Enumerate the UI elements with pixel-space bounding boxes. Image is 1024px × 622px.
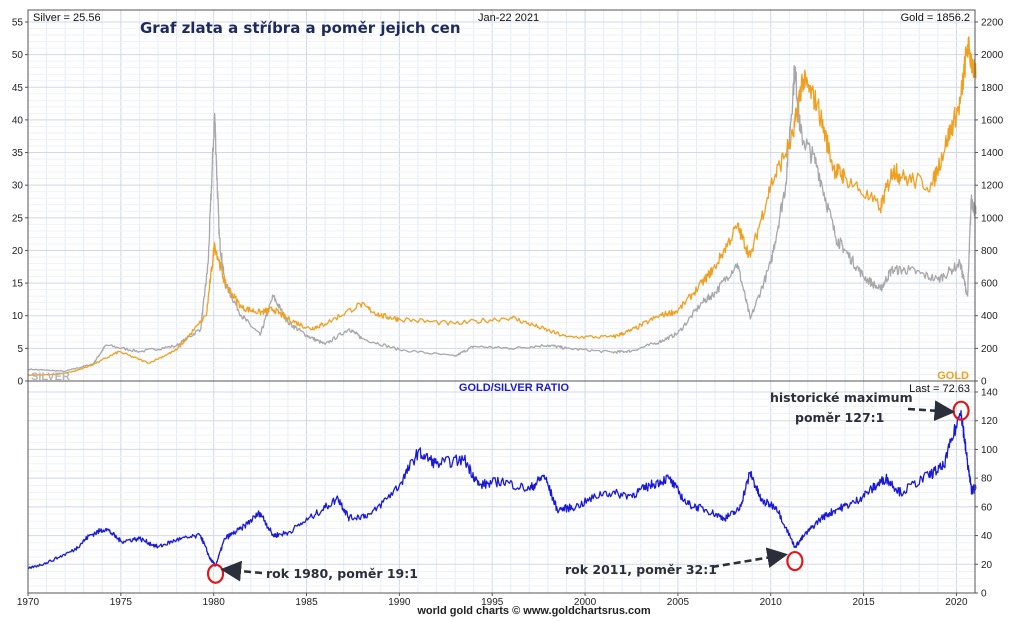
silver-axis-ticks: 0 5 10 15 20 25 30 35 40 45 50 55 — [12, 18, 28, 388]
silver-tick-label: 5 — [17, 344, 23, 355]
year-tick-label: 2015 — [852, 597, 875, 608]
gold-tick-label: 800 — [981, 246, 998, 257]
gold-tick-label: 2000 — [981, 50, 1004, 61]
silver-tick-label: 15 — [12, 279, 24, 290]
ratio-panel-grid — [27, 381, 976, 594]
gold-tick-label: 1800 — [981, 83, 1004, 94]
annotation-1980: rok 1980, poměr 19:1 — [266, 566, 418, 581]
gold-tick-label: 400 — [981, 311, 998, 322]
annotation-historic-max-line1: historické maximum — [770, 390, 913, 405]
ratio-tick-label: 80 — [981, 474, 993, 485]
ratio-1980-arrow — [220, 560, 263, 582]
gold-tick-label: 2200 — [981, 18, 1004, 29]
silver-tick-label: 0 — [17, 377, 23, 388]
year-tick-label: 2020 — [945, 597, 968, 608]
silver-tick-label: 50 — [12, 50, 24, 61]
silver-tick-label: 10 — [12, 311, 24, 322]
annotation-2011: rok 2011, poměr 32:1 — [565, 562, 717, 577]
year-tick-label: 1975 — [110, 597, 133, 608]
ratio-tick-label: 60 — [981, 502, 993, 513]
price-panel-grid — [27, 10, 976, 382]
gold-tick-label: 1200 — [981, 181, 1004, 192]
ratio-title: GOLD/SILVER RATIO — [459, 382, 570, 394]
year-tick-label: 2000 — [574, 597, 597, 608]
gold-tick-label: 600 — [981, 279, 998, 290]
gold-tick-label: 1600 — [981, 115, 1004, 126]
silver-price-line — [27, 64, 977, 373]
annotation-historic-max-line2: poměr 127:1 — [795, 410, 884, 425]
gold-tick-label: 1400 — [981, 148, 1004, 159]
ratio-series — [27, 410, 977, 570]
ratio-axis-ticks: 0 20 40 60 80 100 120 140 — [975, 388, 998, 600]
ratio-2011-arrow — [711, 547, 789, 569]
ratio-tick-label: 120 — [981, 416, 998, 427]
gold-axis-ticks: 0 200 400 600 800 1000 1200 1400 1600 1800 2000 220… — [975, 18, 1004, 388]
gold-price-line — [27, 36, 977, 377]
year-tick-label: 1970 — [17, 597, 40, 608]
gold-legend-label: GOLD — [937, 370, 969, 382]
silver-tick-label: 40 — [12, 115, 24, 126]
price-series — [27, 36, 977, 377]
year-tick-label: 2005 — [667, 597, 690, 608]
silver-tick-label: 35 — [12, 148, 24, 159]
silver-tick-label: 30 — [12, 181, 24, 192]
price-panel-bg — [28, 10, 975, 381]
gold-tick-label: 200 — [981, 344, 998, 355]
max-ratio-arrow — [907, 400, 956, 422]
gold-tick-label: 1000 — [981, 213, 1004, 224]
ratio-tick-label: 20 — [981, 560, 993, 571]
ratio-panel-bg — [28, 381, 975, 593]
year-tick-label: 1990 — [388, 597, 411, 608]
year-tick-label: 1985 — [295, 597, 318, 608]
gold-tick-label: 0 — [981, 377, 987, 388]
year-tick-label: 2010 — [760, 597, 783, 608]
year-axis-ticks: 1970 1975 1980 1985 1990 1995 2000 2005 2010 2015… — [17, 593, 968, 608]
chart-title: Graf zlata a stříbra a poměr jejich cen — [140, 19, 461, 37]
gold-silver-ratio-line — [27, 410, 977, 570]
ratio-tick-label: 100 — [981, 445, 998, 456]
ratio-annotations: historické maximum poměr 127:1 rok 1980,… — [206, 390, 970, 584]
ratio-tick-label: 0 — [981, 589, 987, 600]
ratio-panel-frame — [27, 380, 976, 594]
ratio-tick-label: 40 — [981, 531, 993, 542]
silver-legend-label: SILVER — [31, 371, 70, 383]
silver-price-header: Silver = 25.56 — [33, 12, 101, 24]
ratio-tick-label: 140 — [981, 388, 998, 399]
silver-tick-label: 20 — [12, 246, 24, 257]
date-header: Jan-22 2021 — [478, 12, 539, 24]
year-tick-label: 1995 — [481, 597, 504, 608]
gold-price-header: Gold = 1856.2 — [901, 12, 970, 24]
year-tick-label: 1980 — [203, 597, 226, 608]
silver-tick-label: 25 — [12, 213, 24, 224]
silver-tick-label: 55 — [12, 18, 24, 29]
silver-tick-label: 45 — [12, 83, 24, 94]
footer-credit: world gold charts © www.goldchartsrus.co… — [416, 605, 650, 617]
ratio-last-value: Last = 72.63 — [909, 383, 970, 395]
